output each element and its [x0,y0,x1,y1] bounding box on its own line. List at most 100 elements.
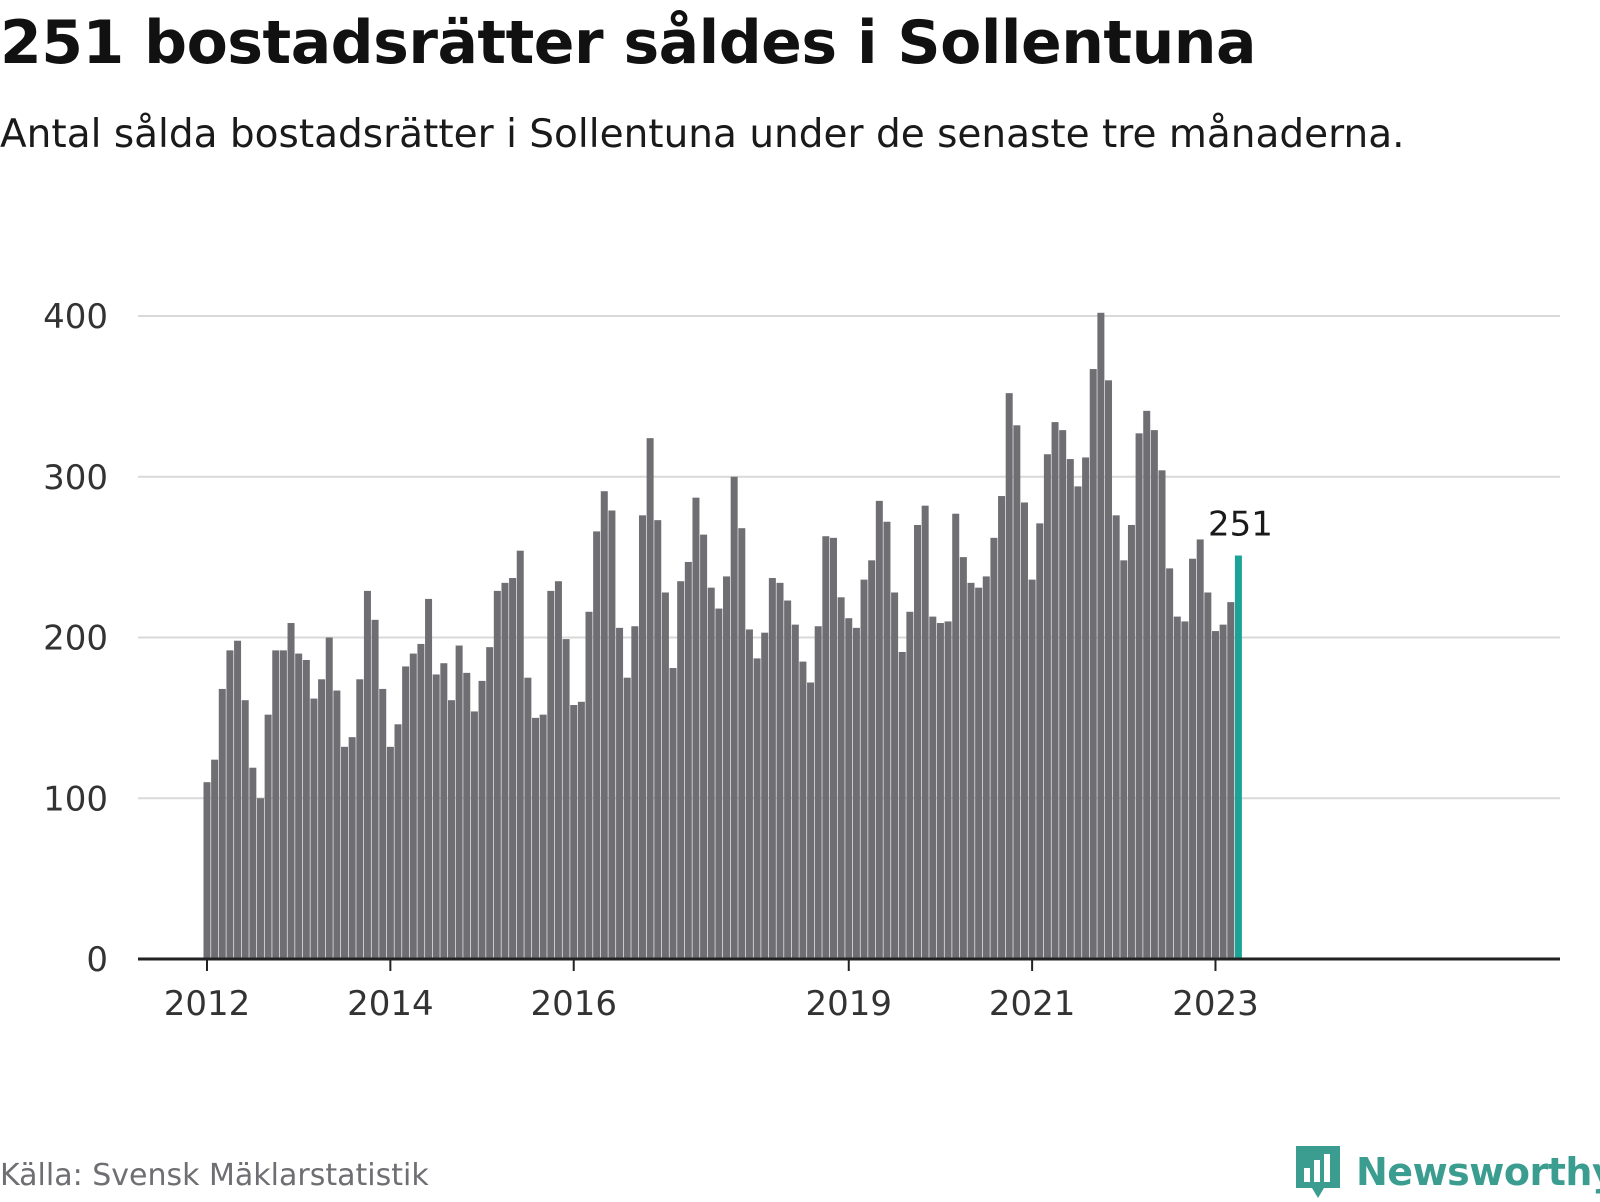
newsworthy-logo-icon [1296,1146,1340,1198]
bar [432,674,440,959]
bar [570,705,578,959]
bar [631,626,639,959]
bar [761,632,769,959]
x-tick-label: 2021 [989,984,1076,1024]
bar [539,714,547,959]
bar [967,582,975,959]
bar [447,700,455,959]
bar [1166,568,1174,959]
bar [745,629,753,959]
bar [371,619,379,959]
bar [234,640,242,959]
bar [1211,631,1219,959]
bar [669,668,677,959]
bar [646,438,654,959]
bar [486,647,494,959]
y-tick-label: 300 [43,458,108,498]
bar [814,626,822,959]
bar [295,653,303,959]
bar [1059,430,1067,959]
bar [348,737,356,959]
bar [684,561,692,959]
chart-subtitle: Antal sålda bostadsrätter i Sollentuna u… [0,112,1405,157]
bar [279,650,287,959]
bar [883,521,891,959]
bar [784,600,792,959]
chart-title: 251 bostadsrätter såldes i Sollentuna [0,8,1257,78]
bar [203,782,211,959]
brand-logo[interactable]: Newsworthy [1292,1142,1600,1202]
bar-series [203,312,1242,960]
bar [1219,624,1227,959]
bar [891,592,899,959]
bar [921,505,929,959]
bar [661,592,669,959]
bar [898,651,906,959]
bar [1227,602,1235,959]
bar [944,621,952,959]
bar [791,624,799,959]
bar [852,627,860,959]
bar [1005,393,1013,959]
bar [753,658,761,959]
bar [998,496,1006,959]
bar [256,798,264,959]
bar [287,623,295,959]
bar [1112,515,1120,959]
bar [425,598,433,959]
bar [929,616,937,959]
bar [402,666,410,959]
bar [463,672,471,959]
bar [868,560,876,959]
bar [325,637,333,959]
bar [310,698,318,959]
bar [623,677,631,959]
bar [1120,560,1128,959]
bar [264,714,272,959]
bar [1013,425,1021,959]
bar [1127,524,1135,959]
bar [768,578,776,959]
bar [547,590,555,959]
bar [272,650,280,959]
bar [341,746,349,959]
bar [1135,433,1143,959]
bar [906,611,914,959]
bar [1074,486,1082,959]
bar [1158,470,1166,959]
bar [249,767,257,959]
y-tick-label: 0 [86,940,108,980]
bar [952,513,960,959]
x-tick-label: 2016 [530,984,617,1024]
bar [1020,502,1028,959]
bar [700,534,708,959]
bar [1051,422,1059,960]
bar [585,611,593,959]
bar [379,688,387,959]
bar [738,528,746,959]
bar [501,582,509,959]
bar [226,650,234,959]
bar [356,679,364,959]
bar [1089,369,1097,959]
source-note: Källa: Svensk Mäklarstatistik [0,1158,429,1193]
bar [860,579,868,959]
bar [936,623,944,959]
bar [914,524,922,959]
bar [677,581,685,959]
bar [524,677,532,959]
x-axis [138,957,1560,971]
bar [1043,454,1051,959]
bar [218,688,226,959]
bar [394,724,402,959]
bar [715,608,723,959]
bar-highlight [1234,555,1242,959]
x-tick-label: 2014 [347,984,434,1024]
bar [363,590,371,959]
bar [333,690,341,959]
bar [470,711,478,959]
x-tick-label: 2019 [805,984,892,1024]
bar [417,643,425,959]
bar [837,597,845,959]
bar [562,639,570,959]
